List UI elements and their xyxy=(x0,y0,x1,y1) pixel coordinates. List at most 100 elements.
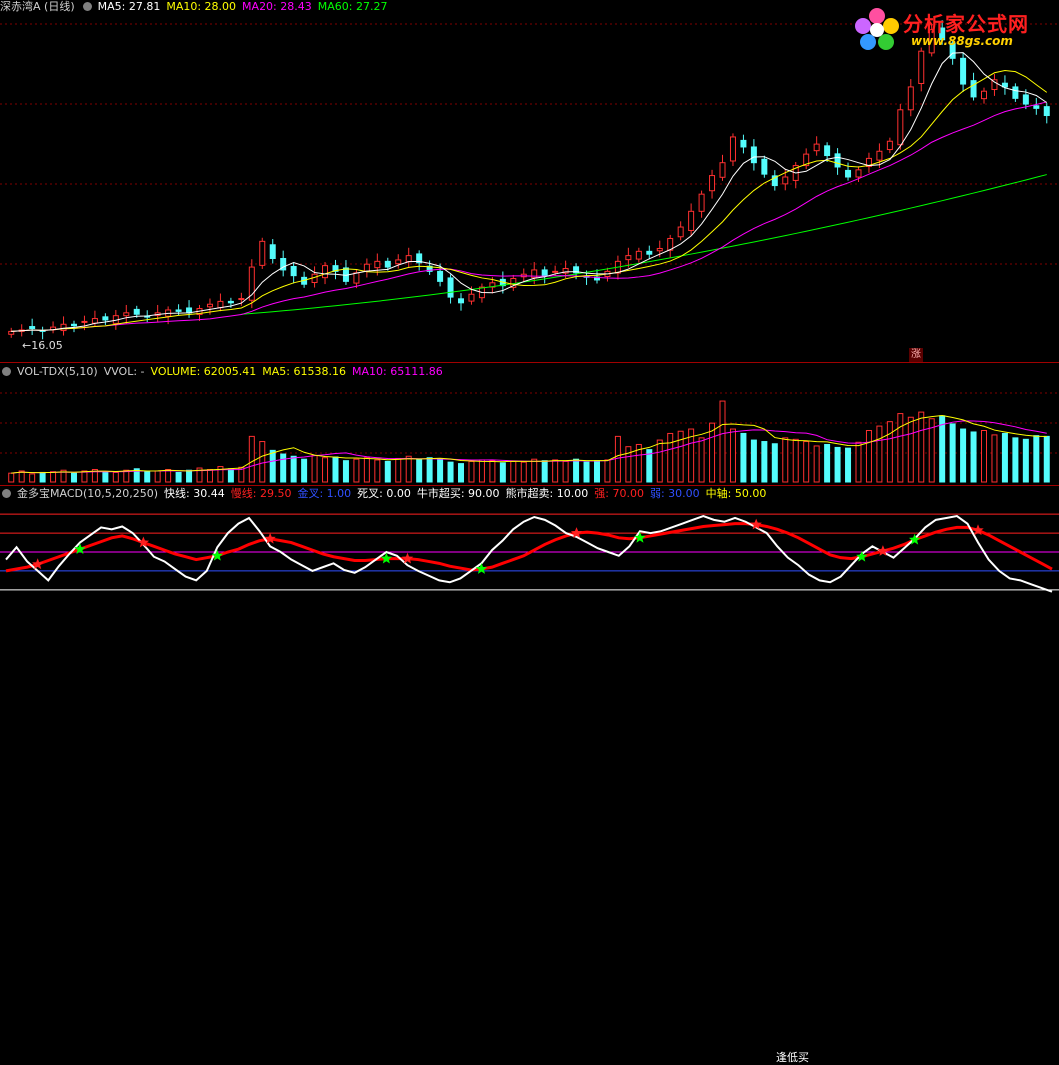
volume-bar xyxy=(928,418,935,483)
volume-bar xyxy=(604,459,611,483)
candle-body xyxy=(960,57,967,85)
zhang-badge[interactable]: 涨 xyxy=(909,348,923,362)
volume-bar xyxy=(489,460,496,483)
candle-body xyxy=(363,263,370,272)
golden-cross-star xyxy=(380,552,393,564)
candle-body xyxy=(876,150,883,161)
gear-icon[interactable] xyxy=(2,489,11,498)
volume-bar xyxy=(29,473,36,483)
candle-body xyxy=(8,330,15,335)
candle-body xyxy=(656,247,663,252)
volume-bar xyxy=(677,430,684,483)
death-cross-star xyxy=(137,536,150,548)
volume-bar xyxy=(447,461,454,483)
candle-body xyxy=(709,175,716,192)
volume-bar xyxy=(907,416,914,483)
volume-bar xyxy=(112,471,119,483)
gear-icon[interactable] xyxy=(82,2,92,11)
volume-bar xyxy=(614,435,621,483)
volume-bar xyxy=(667,432,674,483)
candle-body xyxy=(384,260,391,268)
candle-body xyxy=(803,153,810,167)
death-cross-star xyxy=(570,527,583,538)
volume-bar xyxy=(709,422,716,483)
volume-bar xyxy=(939,415,946,483)
volume-panel: VOL-TDX(5,10) VVOL: - VOLUME: 62005.41 MA5:… xyxy=(0,363,1059,485)
volume-bar xyxy=(531,458,538,483)
volume-bar xyxy=(91,468,98,483)
vol-title[interactable]: VOL-TDX(5,10) xyxy=(17,365,98,378)
candle-body xyxy=(123,312,130,317)
volume-bar xyxy=(301,458,308,483)
death-cross-star xyxy=(401,552,414,564)
candle-body xyxy=(531,269,538,279)
volume-bar xyxy=(981,430,988,483)
flower-icon xyxy=(855,8,899,50)
candle-body xyxy=(280,257,287,271)
logo-url: www.88gs.com xyxy=(911,34,1013,48)
volume-bar xyxy=(405,455,412,483)
golden-cross-star xyxy=(856,550,868,562)
volume-bar xyxy=(458,463,465,483)
volume-bar xyxy=(782,437,789,483)
divider-vol-macd xyxy=(0,485,1059,486)
volume-bar xyxy=(322,457,329,483)
vol-ma10: MA10: 65111.86 xyxy=(351,365,443,378)
volume-bar xyxy=(865,430,872,483)
slow-line xyxy=(5,522,1053,573)
death-cross-star xyxy=(972,524,984,536)
volume-bar xyxy=(688,428,695,483)
golden-cross-star xyxy=(475,563,488,574)
candle-body xyxy=(625,255,632,261)
volume-bar xyxy=(656,439,663,483)
candle-body xyxy=(740,139,747,148)
volume-bar xyxy=(729,428,736,483)
price-title[interactable]: 深赤湾A (日线) xyxy=(0,0,75,13)
candle-body xyxy=(1012,86,1019,99)
candle-body xyxy=(573,266,580,274)
candle-body xyxy=(845,169,852,178)
macd-weak: 弱: 30.00 xyxy=(649,487,700,500)
volume-bar xyxy=(248,435,255,483)
candle-body xyxy=(332,265,339,272)
death-cross-star xyxy=(750,518,762,530)
volume-bar xyxy=(165,468,172,483)
macd-bull: 牛市超买: 90.00 xyxy=(416,487,500,500)
candle-body xyxy=(353,272,360,284)
volume-bar xyxy=(625,446,632,483)
candle-body xyxy=(667,237,674,251)
volume-bar xyxy=(834,446,841,483)
volume-bar xyxy=(217,466,224,483)
ma5-line xyxy=(11,52,1048,332)
vol-ma5-line xyxy=(11,414,1047,474)
volume-bar xyxy=(238,466,245,483)
price-ma20: MA20: 28.43 xyxy=(242,0,312,13)
macd-title[interactable]: 金多宝MACD(10,5,20,250) xyxy=(17,487,159,500)
candle-body xyxy=(227,300,234,304)
candle-body xyxy=(70,323,77,327)
candle-body xyxy=(1043,106,1050,117)
volume-bar xyxy=(510,460,517,483)
volume-bar xyxy=(39,471,46,483)
macd-golden: 金叉: 1.00 xyxy=(297,487,352,500)
volume-bar xyxy=(520,461,527,483)
price-ma5: MA5: 27.81 xyxy=(97,0,161,13)
candle-body xyxy=(269,244,276,259)
gear-icon[interactable] xyxy=(2,367,11,376)
price-ma10: MA10: 28.00 xyxy=(166,0,237,13)
candle-body xyxy=(729,136,736,162)
candle-body xyxy=(1022,94,1029,105)
candle-body xyxy=(416,253,423,264)
volume-bar xyxy=(824,443,831,483)
candle-body xyxy=(1033,105,1040,109)
volume-bar xyxy=(845,447,852,483)
price-header: 深赤湾A (日线) MA5: 27.81 MA10: 28.00 MA20: 28.4… xyxy=(0,0,393,13)
fast-line xyxy=(5,515,1053,593)
volume-bar xyxy=(635,443,642,483)
candle-body xyxy=(541,269,548,277)
candle-body xyxy=(928,29,935,54)
candle-body xyxy=(897,109,904,146)
buy-label: 逢低买 xyxy=(776,1051,809,1064)
death-cross-star xyxy=(877,545,889,556)
candle-body xyxy=(970,80,977,98)
